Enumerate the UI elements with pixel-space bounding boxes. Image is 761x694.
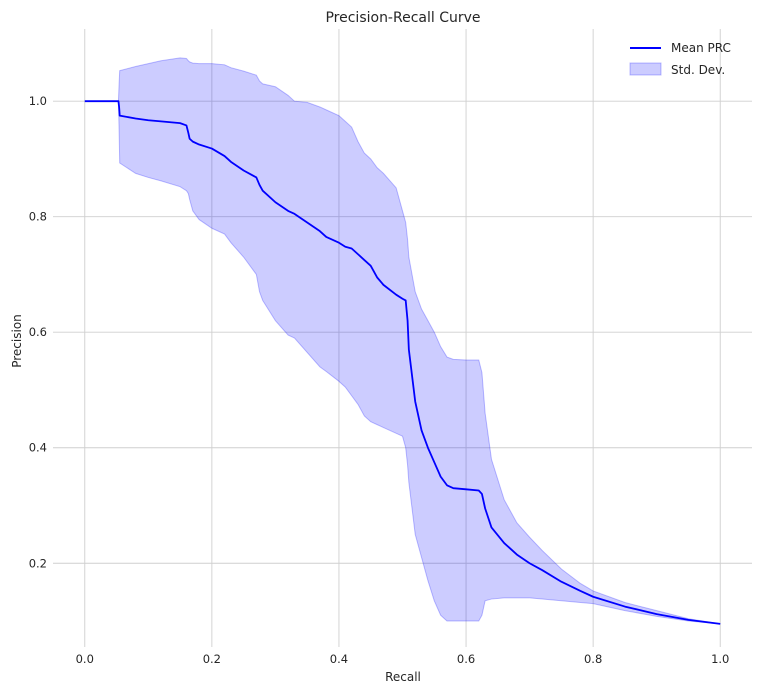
y-tick-label: 0.8 xyxy=(29,210,47,224)
mean-prc-line xyxy=(84,100,721,625)
x-tick-label: 0.2 xyxy=(203,652,221,666)
x-tick-label: 1.0 xyxy=(711,652,729,666)
y-tick-label: 1.0 xyxy=(29,94,47,108)
x-axis-label: Recall xyxy=(385,670,421,684)
x-tick-label: 0.8 xyxy=(584,652,602,666)
y-axis-ticks: 0.2 0.4 0.6 0.8 1.0 xyxy=(29,94,47,570)
x-tick-label: 0.4 xyxy=(330,652,348,666)
y-tick-label: 0.6 xyxy=(29,325,47,339)
mean-prc-line-layer xyxy=(84,100,721,625)
y-axis-label: Precision xyxy=(10,314,24,368)
legend-band-swatch xyxy=(629,62,662,76)
y-tick-label: 0.4 xyxy=(29,441,47,455)
x-tick-label: 0.0 xyxy=(76,652,94,666)
legend: Mean PRC Std. Dev. xyxy=(629,41,731,77)
legend-label-mean-prc: Mean PRC xyxy=(671,41,731,55)
x-tick-label: 0.6 xyxy=(457,652,475,666)
legend-label-std-dev: Std. Dev. xyxy=(671,63,725,77)
x-axis-ticks: 0.0 0.2 0.4 0.6 0.8 1.0 xyxy=(76,652,730,666)
y-tick-label: 0.2 xyxy=(29,556,47,570)
grid xyxy=(53,29,752,647)
chart-title: Precision-Recall Curve xyxy=(325,10,480,26)
